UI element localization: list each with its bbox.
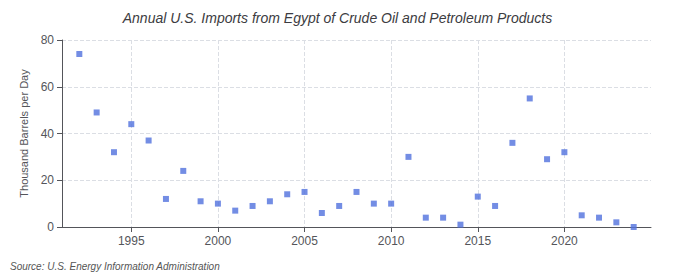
svg-text:20: 20 (41, 173, 55, 187)
svg-text:Source: U.S. Energy Informatio: Source: U.S. Energy Information Administ… (10, 261, 220, 272)
svg-text:2015: 2015 (464, 234, 491, 248)
svg-text:40: 40 (41, 127, 55, 141)
svg-text:2020: 2020 (551, 234, 578, 248)
svg-text:2005: 2005 (291, 234, 318, 248)
svg-text:Annual U.S. Imports from Egypt: Annual U.S. Imports from Egypt of Crude … (122, 10, 553, 26)
svg-text:0: 0 (47, 220, 54, 234)
svg-text:60: 60 (41, 80, 55, 94)
svg-text:Thousand Barrels per Day: Thousand Barrels per Day (18, 69, 30, 198)
svg-text:1995: 1995 (118, 234, 145, 248)
svg-text:80: 80 (41, 33, 55, 47)
svg-text:2000: 2000 (205, 234, 232, 248)
svg-text:2010: 2010 (378, 234, 405, 248)
